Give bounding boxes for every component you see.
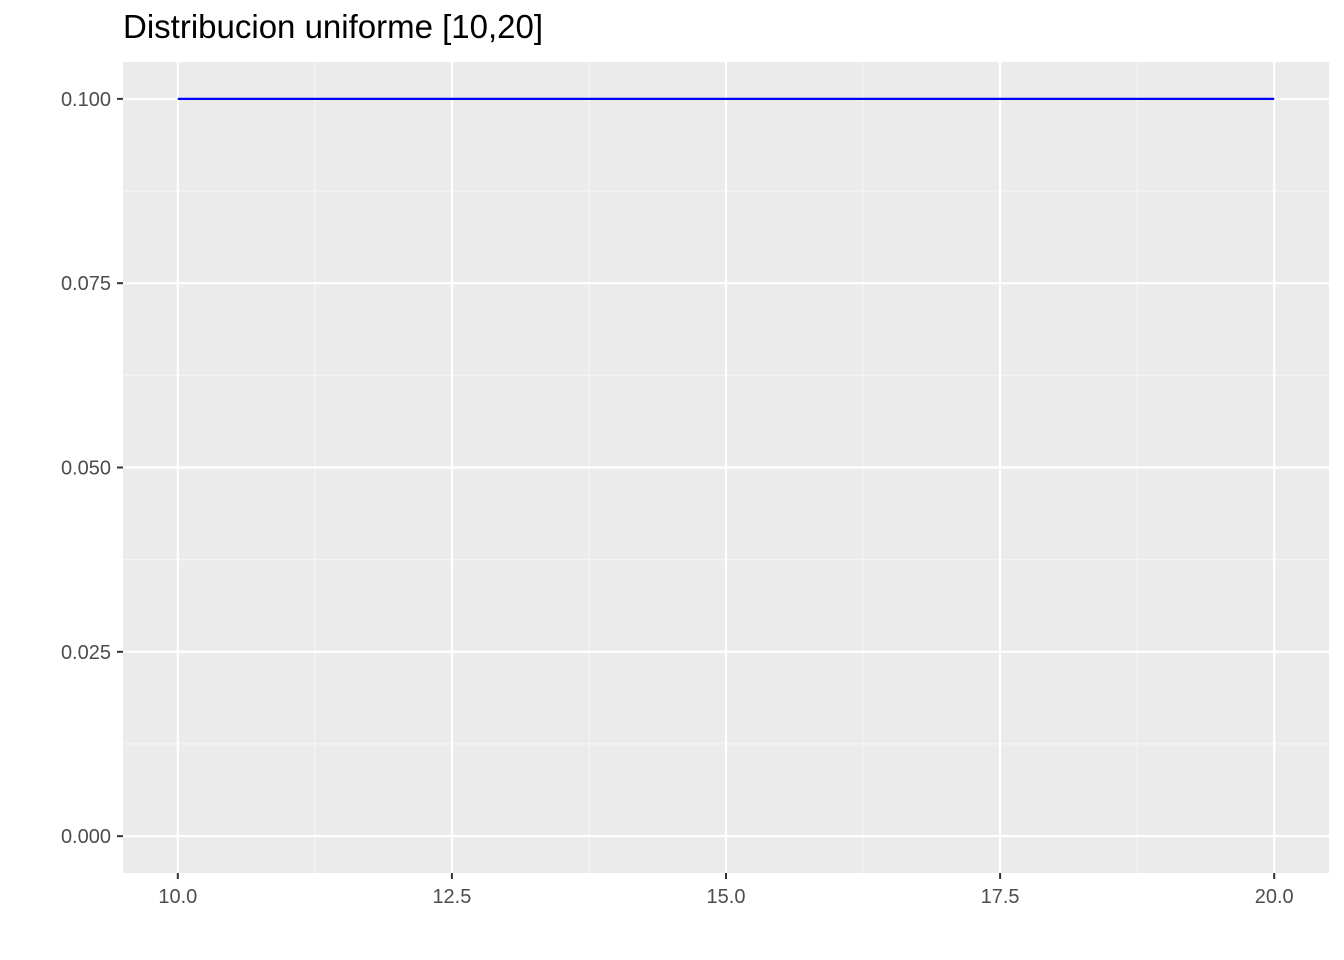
y-tick-label-2: 0.050 bbox=[61, 458, 111, 480]
x-tick-label-4: 20.0 bbox=[1255, 886, 1294, 908]
x-tick-label-2: 15.0 bbox=[707, 886, 746, 908]
y-tick-label-0: 0.000 bbox=[61, 826, 111, 848]
y-axis: 0.000 0.025 0.050 0.075 0.100 bbox=[61, 89, 123, 848]
x-tick-label-1: 12.5 bbox=[432, 886, 471, 908]
chart-title: Distribucion uniforme [10,20] bbox=[123, 8, 544, 45]
y-tick-label-1: 0.025 bbox=[61, 642, 111, 664]
x-tick-label-3: 17.5 bbox=[981, 886, 1020, 908]
y-tick-label-4: 0.100 bbox=[61, 89, 111, 111]
x-tick-label-0: 10.0 bbox=[158, 886, 197, 908]
y-tick-label-3: 0.075 bbox=[61, 273, 111, 295]
x-axis: 10.0 12.5 15.0 17.5 20.0 bbox=[158, 873, 1294, 908]
